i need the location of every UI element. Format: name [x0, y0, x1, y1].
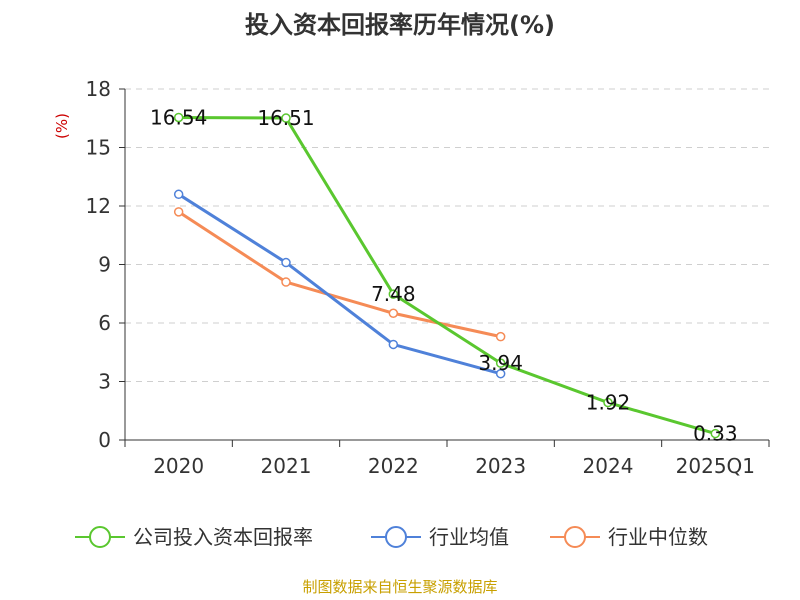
legend-label: 行业均值: [429, 525, 509, 549]
axes: 0 3 6 9 12 15 18 2020 2021 2022 2023 2024 2025Q1: [86, 77, 770, 478]
legend-item-1: 行业均值: [371, 525, 509, 549]
legend-marker: [385, 526, 407, 548]
data-label: 7.48: [371, 282, 416, 306]
y-tick-label: 12: [86, 194, 111, 218]
series-2: [173, 207, 506, 342]
data-point: [388, 339, 399, 350]
y-tick-label: 3: [98, 370, 111, 394]
data-point: [495, 358, 506, 368]
data-point: [173, 189, 184, 200]
legend-marker: [564, 526, 586, 548]
series-layer: [173, 112, 721, 439]
x-tick-label: 2021: [261, 454, 312, 478]
legend-label: 公司投入资本回报率: [133, 525, 313, 549]
data-point: [388, 289, 399, 299]
grid-lines: [125, 88, 769, 382]
chart-title: 投入资本回报率历年情况(%): [245, 11, 555, 39]
x-tick-label: 2025Q1: [676, 454, 755, 478]
data-label: 3.94: [478, 351, 523, 375]
series-1: [173, 189, 506, 379]
data-label: 0.33: [693, 422, 738, 446]
y-tick-label: 9: [98, 253, 111, 277]
data-point: [173, 207, 184, 217]
data-label: 16.51: [257, 106, 314, 130]
data-labels: 16.54 16.51 7.48 3.94 1.92 0.33: [150, 105, 738, 445]
data-label: 1.92: [586, 391, 631, 415]
series-0: [173, 112, 721, 439]
x-tick-label: 2022: [368, 454, 419, 478]
data-point: [281, 277, 291, 287]
x-tick-label: 2023: [475, 454, 526, 478]
data-point: [710, 428, 721, 439]
series-line: [178, 115, 716, 436]
source-note: 制图数据来自恒生聚源数据库: [302, 578, 497, 596]
legend-item-0: 公司投入资本回报率: [75, 525, 313, 549]
data-point: [495, 331, 506, 342]
legend: 公司投入资本回报率 行业均值 行业中位数: [75, 525, 708, 549]
y-tick-label: 18: [86, 77, 111, 101]
legend-marker: [89, 526, 111, 548]
y-axis-unit: (%): [53, 113, 71, 139]
legend-label: 行业中位数: [608, 525, 708, 549]
data-point: [495, 368, 506, 379]
y-tick-label: 6: [98, 311, 111, 335]
y-tick-label: 15: [86, 136, 111, 160]
x-tick-label: 2020: [153, 454, 204, 478]
data-point: [281, 257, 291, 268]
data-point: [603, 397, 613, 408]
data-point: [173, 112, 184, 123]
series-line: [177, 193, 502, 376]
y-tick-label: 0: [98, 428, 111, 452]
data-point: [388, 308, 399, 318]
series-line: [177, 210, 501, 339]
x-tick-label: 2024: [583, 454, 634, 478]
data-point: [281, 113, 291, 123]
data-label: 16.54: [150, 105, 207, 129]
legend-item-2: 行业中位数: [550, 525, 708, 549]
